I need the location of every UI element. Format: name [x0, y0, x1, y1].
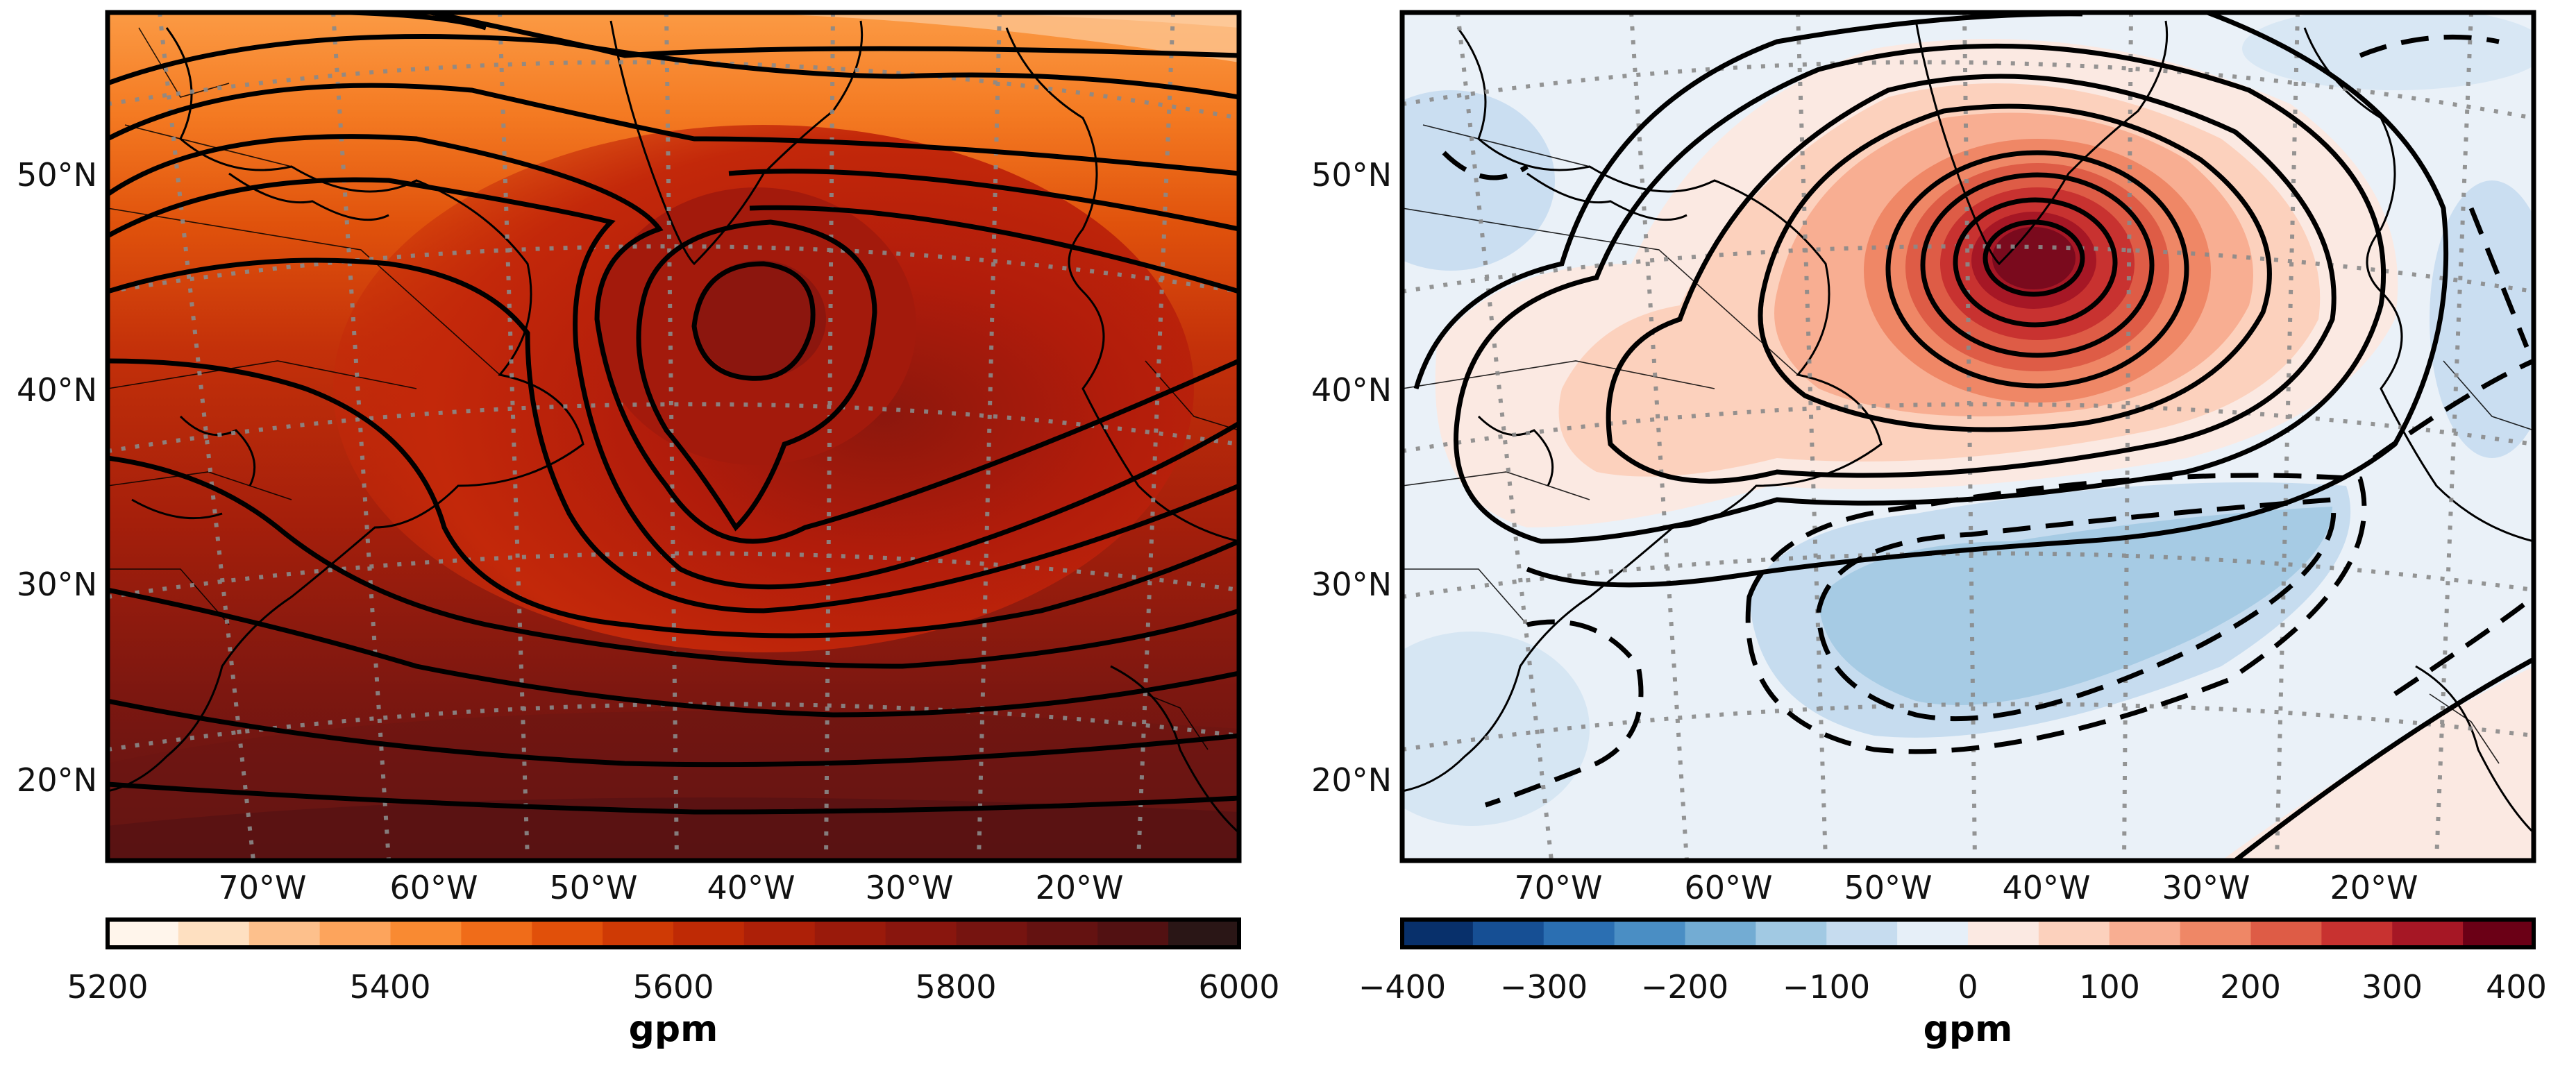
left-lon-label: 30°W	[865, 869, 953, 906]
right-graticule	[1402, 12, 2534, 861]
right-colorbar-swatch	[1402, 920, 1474, 947]
left-colorbar-swatch	[1027, 920, 1098, 947]
right-lon-label: 40°W	[2002, 869, 2090, 906]
right-colorbar-tick: −300	[1500, 968, 1588, 1006]
right-colorbar-swatch	[1685, 920, 1756, 947]
left-lat-label: 20°N	[17, 761, 97, 799]
right-colorbar-tick: −200	[1641, 968, 1728, 1006]
left-colorbar-swatch	[885, 920, 957, 947]
right-lon-label: 70°W	[1514, 869, 1602, 906]
left-colorbar-tick: 5600	[632, 968, 714, 1006]
right-lon-labels: 70°W 60°W 50°W 40°W 30°W 20°W	[1514, 869, 2418, 906]
right-map-field	[1402, 12, 2534, 861]
left-coastlines	[108, 20, 1239, 834]
right-colorbar-swatch	[2038, 920, 2110, 947]
right-lat-label: 30°N	[1311, 566, 1392, 603]
right-colorbar-tick: −400	[1358, 968, 1446, 1006]
right-colorbar-tick: 200	[2220, 968, 2281, 1006]
right-colorbar-tick: 300	[2362, 968, 2423, 1006]
right-lon-label: 50°W	[1844, 869, 1932, 906]
left-colorbar-swatch	[108, 920, 179, 947]
right-colorbar-frame	[1400, 917, 2536, 949]
right-borders	[1402, 124, 2534, 764]
right-colorbar-swatch	[1543, 920, 1615, 947]
right-map-frame	[1399, 10, 2536, 863]
left-colorbar-tick: 6000	[1198, 968, 1279, 1006]
left-lat-label: 30°N	[17, 566, 97, 603]
right-colorbar-tick: 0	[1958, 968, 1978, 1006]
left-map-panel: 50°N 40°N 30°N 20°N 70°W 60°W 50°W 40°W …	[17, 10, 1280, 1050]
left-colorbar-swatch	[532, 920, 603, 947]
right-colorbar-ticks: −400 −300 −200 −100 0 100 200 300 400	[1358, 968, 2547, 1006]
right-colorbar-swatch	[2321, 920, 2393, 947]
left-colorbar-swatch	[814, 920, 886, 947]
left-colorbar-tick: 5400	[349, 968, 430, 1006]
left-colorbar-swatch	[178, 920, 250, 947]
left-colorbar-swatch	[249, 920, 321, 947]
right-negative-contours	[1442, 34, 2534, 808]
left-colorbar-frame	[106, 917, 1241, 949]
left-colorbar-label: gpm	[629, 1008, 718, 1050]
left-lon-label: 60°W	[389, 869, 478, 906]
left-borders	[108, 27, 1239, 750]
right-colorbar-swatch	[1826, 920, 1898, 947]
right-colorbar-tick: 100	[2079, 968, 2140, 1006]
left-colorbar-swatch	[390, 920, 462, 947]
right-lon-label: 30°W	[2162, 869, 2250, 906]
right-map-panel: 50°N 40°N 30°N 20°N 70°W 60°W 50°W 40°W …	[1311, 10, 2547, 1050]
right-lat-label: 20°N	[1311, 761, 1392, 799]
right-colorbar-swatch	[1756, 920, 1827, 947]
left-lon-label: 20°W	[1035, 869, 1123, 906]
left-lat-labels: 50°N 40°N 30°N 20°N	[17, 156, 97, 799]
right-colorbar-swatch	[1897, 920, 1969, 947]
right-colorbar-swatch	[2180, 920, 2251, 947]
right-colorbar	[1400, 917, 2536, 949]
right-colorbar-swatch	[1614, 920, 1685, 947]
left-colorbar-tick: 5800	[915, 968, 996, 1006]
left-colorbar-ticks: 5200 5400 5600 5800 6000	[67, 968, 1279, 1006]
right-colorbar-swatch	[2392, 920, 2464, 947]
right-colorbar-label: gpm	[1923, 1008, 2013, 1050]
right-colorbar-swatch	[1968, 920, 2039, 947]
left-lon-label: 50°W	[549, 869, 637, 906]
left-lat-label: 40°N	[17, 371, 97, 409]
right-lat-label: 40°N	[1311, 371, 1392, 409]
right-lon-label: 60°W	[1684, 869, 1772, 906]
left-colorbar	[106, 917, 1241, 949]
right-colorbar-tick: 400	[2486, 968, 2547, 1006]
right-colorbar-swatch	[2109, 920, 2181, 947]
left-lon-label: 70°W	[218, 869, 306, 906]
left-colorbar-swatch	[603, 920, 674, 947]
right-colorbar-swatch	[2463, 920, 2534, 947]
right-lon-label: 20°W	[2330, 869, 2418, 906]
left-colorbar-swatch	[956, 920, 1027, 947]
left-lat-label: 50°N	[17, 156, 97, 194]
left-colorbar-swatch	[673, 920, 745, 947]
right-positive-contours	[1413, 12, 2534, 861]
right-colorbar-swatch	[2250, 920, 2322, 947]
left-colorbar-swatch	[461, 920, 532, 947]
left-map-frame	[105, 10, 1242, 863]
left-lon-label: 40°W	[707, 869, 795, 906]
left-colorbar-swatch	[319, 920, 391, 947]
left-colorbar-swatch	[1097, 920, 1169, 947]
left-colorbar-tick: 5200	[67, 968, 148, 1006]
right-lat-label: 50°N	[1311, 156, 1392, 194]
right-colorbar-tick: −100	[1783, 968, 1870, 1006]
right-lat-labels: 50°N 40°N 30°N 20°N	[1311, 156, 1392, 799]
right-colorbar-swatch	[1472, 920, 1544, 947]
left-colorbar-swatch	[743, 920, 816, 947]
left-colorbar-swatch	[1168, 920, 1240, 947]
left-lon-labels: 70°W 60°W 50°W 40°W 30°W 20°W	[218, 869, 1123, 906]
left-map-field	[108, 12, 1239, 861]
